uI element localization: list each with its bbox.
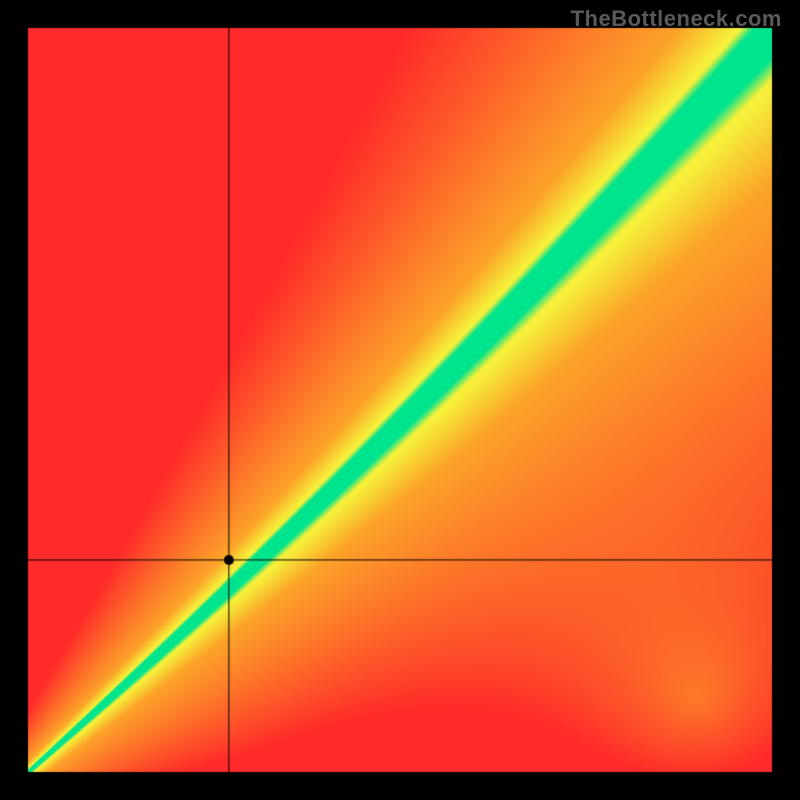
attribution-label: TheBottleneck.com: [571, 6, 782, 32]
bottleneck-heatmap: [0, 0, 800, 800]
chart-container: TheBottleneck.com: [0, 0, 800, 800]
